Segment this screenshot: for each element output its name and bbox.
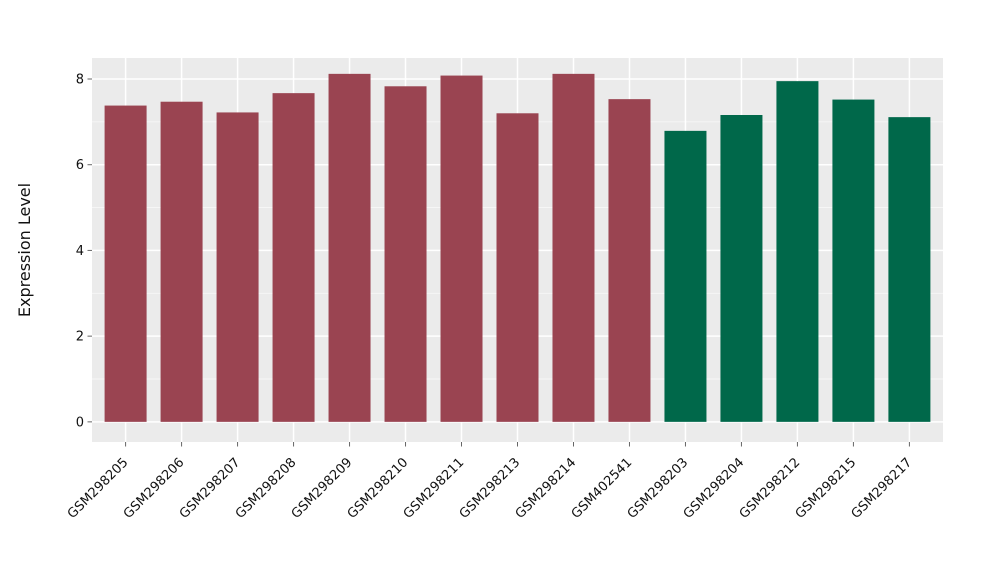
y-tick-label: 4: [76, 244, 84, 259]
bar-GSM298217: [888, 117, 931, 422]
bar-GSM298208: [272, 93, 315, 422]
y-tick-label: 8: [76, 73, 84, 88]
bar-GSM298205: [104, 105, 147, 422]
axis-ticks: [87, 78, 910, 447]
x-tick-label: GSM298217: [849, 455, 916, 522]
y-tick-label: 2: [76, 330, 84, 345]
bar-GSM298209: [328, 73, 371, 422]
bar-GSM298204: [720, 115, 763, 422]
bar-GSM298206: [160, 101, 203, 422]
bar-GSM298213: [496, 113, 539, 422]
y-tick-label: 0: [76, 415, 84, 430]
bar-GSM298203: [664, 130, 707, 422]
bar-GSM298212: [776, 81, 819, 422]
bar-GSM298214: [552, 73, 595, 422]
bar-GSM298211: [440, 75, 483, 422]
bars: [104, 73, 931, 422]
y-tick-label: 6: [76, 158, 84, 173]
bar-GSM298215: [832, 99, 875, 422]
bar-GSM402541: [608, 99, 651, 422]
bar-GSM298207: [216, 112, 259, 422]
y-axis-title: Expression Level: [15, 183, 34, 317]
bar-GSM298210: [384, 86, 427, 422]
